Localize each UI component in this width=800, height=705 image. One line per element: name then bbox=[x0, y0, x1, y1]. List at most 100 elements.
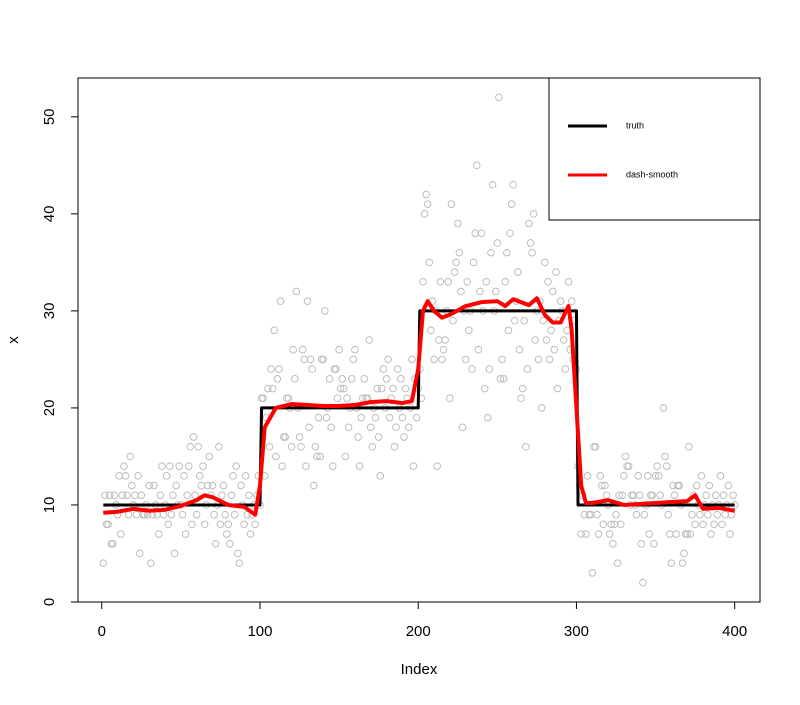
point bbox=[222, 530, 231, 538]
point bbox=[699, 520, 707, 529]
series-line bbox=[103, 296, 736, 517]
point bbox=[221, 510, 229, 519]
point bbox=[306, 355, 315, 364]
point bbox=[211, 539, 220, 548]
point bbox=[529, 210, 538, 218]
point bbox=[191, 491, 199, 500]
point bbox=[336, 384, 345, 393]
point bbox=[385, 413, 394, 422]
point bbox=[196, 472, 204, 480]
point bbox=[525, 219, 533, 228]
point bbox=[373, 384, 381, 393]
point bbox=[341, 452, 350, 461]
point bbox=[484, 413, 492, 422]
point bbox=[333, 394, 342, 403]
point bbox=[526, 239, 535, 247]
y-tick-label: 0 bbox=[41, 598, 58, 606]
point bbox=[594, 530, 603, 538]
point bbox=[134, 472, 142, 480]
point bbox=[101, 491, 109, 500]
point bbox=[393, 365, 402, 373]
point bbox=[488, 180, 497, 189]
point bbox=[434, 336, 443, 344]
point bbox=[675, 481, 684, 490]
point bbox=[408, 355, 416, 364]
point bbox=[509, 180, 517, 189]
point bbox=[132, 510, 141, 519]
point bbox=[297, 442, 305, 451]
point bbox=[561, 365, 570, 373]
point bbox=[683, 530, 692, 538]
point bbox=[450, 268, 459, 276]
point bbox=[718, 520, 726, 529]
point bbox=[104, 520, 112, 529]
point bbox=[616, 520, 625, 529]
point bbox=[376, 472, 385, 480]
point bbox=[169, 491, 177, 500]
point bbox=[210, 510, 218, 519]
x-tick-label: 400 bbox=[722, 623, 747, 640]
point bbox=[496, 375, 505, 383]
point bbox=[637, 539, 646, 548]
point bbox=[702, 491, 710, 500]
point bbox=[528, 248, 536, 257]
point bbox=[208, 481, 217, 490]
point bbox=[368, 442, 377, 451]
point bbox=[620, 472, 628, 480]
point bbox=[705, 481, 714, 490]
point bbox=[165, 462, 174, 470]
point bbox=[145, 481, 154, 490]
point bbox=[332, 365, 340, 373]
point bbox=[670, 491, 679, 500]
point bbox=[102, 520, 111, 529]
point bbox=[359, 394, 367, 403]
point bbox=[328, 462, 337, 470]
point bbox=[713, 510, 722, 519]
point bbox=[150, 481, 158, 490]
point bbox=[726, 530, 734, 538]
point bbox=[653, 462, 661, 470]
point bbox=[137, 491, 146, 500]
point bbox=[721, 510, 729, 519]
point bbox=[241, 472, 250, 480]
point bbox=[548, 287, 557, 296]
point bbox=[270, 326, 279, 335]
point bbox=[400, 433, 408, 441]
point bbox=[553, 384, 562, 393]
point bbox=[343, 394, 351, 403]
point bbox=[696, 510, 704, 519]
point bbox=[382, 375, 391, 383]
point bbox=[567, 297, 576, 305]
point bbox=[180, 472, 188, 480]
point bbox=[666, 530, 674, 538]
point bbox=[601, 481, 609, 490]
point bbox=[667, 559, 676, 567]
point bbox=[355, 462, 364, 470]
point bbox=[116, 530, 125, 538]
point bbox=[559, 336, 568, 344]
point bbox=[351, 345, 359, 354]
point bbox=[162, 472, 171, 480]
point bbox=[593, 510, 601, 519]
point bbox=[446, 394, 454, 403]
point bbox=[188, 520, 196, 529]
point bbox=[422, 190, 430, 199]
y-tick-label: 30 bbox=[41, 303, 58, 320]
point bbox=[522, 442, 530, 451]
legend-label: truth bbox=[626, 120, 644, 130]
point bbox=[711, 491, 720, 500]
point bbox=[194, 442, 203, 451]
point bbox=[640, 510, 649, 519]
point bbox=[287, 442, 296, 451]
point bbox=[378, 384, 386, 393]
point bbox=[455, 248, 464, 257]
point bbox=[227, 491, 236, 500]
point bbox=[515, 345, 524, 354]
point bbox=[107, 539, 116, 548]
point bbox=[325, 375, 334, 383]
point bbox=[219, 481, 228, 490]
point bbox=[178, 510, 187, 519]
point bbox=[686, 530, 695, 538]
point bbox=[618, 491, 627, 500]
point bbox=[271, 452, 280, 461]
